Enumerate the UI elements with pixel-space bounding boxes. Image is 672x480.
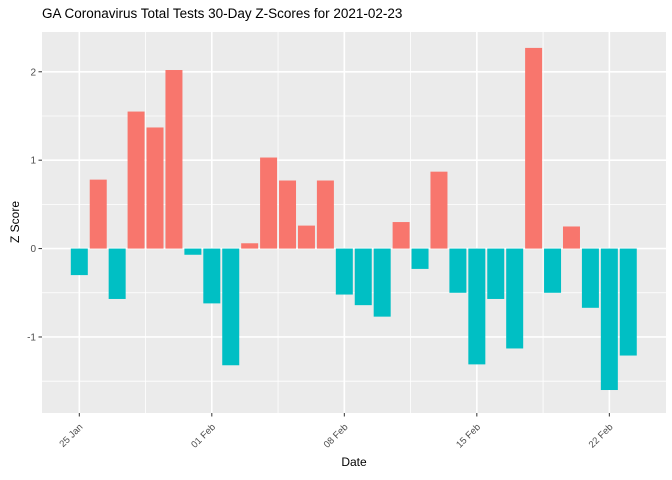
y-tick-label: 1	[30, 156, 36, 167]
bar-29-jan	[146, 127, 164, 249]
y-tick-label: 2	[30, 67, 36, 78]
bar-31-jan	[184, 248, 202, 255]
bar-30-jan	[165, 70, 183, 249]
bar-15-feb	[468, 248, 486, 365]
bar-13-feb	[430, 171, 448, 249]
bar-20-feb	[562, 226, 580, 249]
x-tick-label: 01 Feb	[189, 422, 218, 451]
bar-25-jan	[70, 248, 88, 276]
x-tick-label: 25 Jan	[57, 422, 85, 450]
y-tick-label: -1	[27, 332, 36, 343]
bar-28-jan	[127, 111, 145, 249]
bar-10-feb	[373, 248, 391, 317]
bar-19-feb	[544, 248, 562, 293]
chart-title: GA Coronavirus Total Tests 30-Day Z-Scor…	[42, 6, 403, 21]
bar-14-feb	[449, 248, 467, 293]
bar-11-feb	[392, 222, 410, 249]
bar-06-feb	[297, 225, 315, 249]
bar-05-feb	[279, 180, 297, 249]
x-axis-title: Date	[341, 455, 367, 469]
plot-panel	[42, 32, 666, 413]
bar-12-feb	[411, 248, 429, 269]
y-tick-label: 0	[30, 244, 36, 255]
bar-22-feb	[600, 248, 618, 391]
x-tick-label: 15 Feb	[454, 422, 483, 451]
y-axis-title: Z Score	[8, 200, 22, 244]
bar-26-jan	[89, 179, 107, 249]
bar-27-jan	[108, 248, 126, 299]
x-tick-label: 08 Feb	[322, 422, 351, 451]
bar-04-feb	[260, 157, 278, 249]
bar-01-feb	[203, 248, 221, 304]
bar-23-feb	[619, 248, 637, 356]
bar-08-feb	[335, 248, 353, 295]
bar-18-feb	[525, 47, 543, 249]
bar-02-feb	[222, 248, 240, 366]
bar-17-feb	[506, 248, 524, 349]
x-tick-label: 22 Feb	[587, 422, 616, 451]
bar-16-feb	[487, 248, 505, 299]
bar-09-feb	[354, 248, 372, 306]
bar-07-feb	[316, 180, 334, 249]
bar-03-feb	[241, 243, 259, 249]
bar-21-feb	[581, 248, 599, 308]
